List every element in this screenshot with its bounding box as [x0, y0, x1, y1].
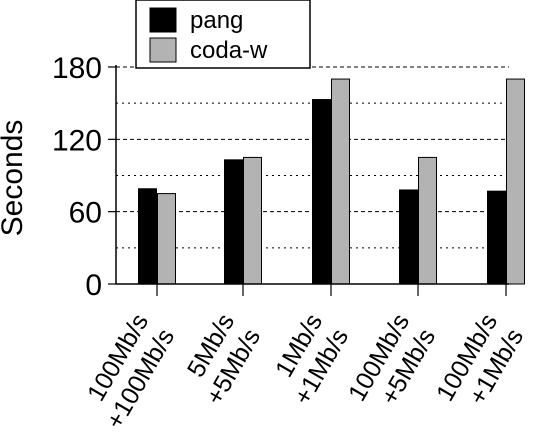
bar-pang-2: [312, 99, 331, 285]
bar-pang-4: [487, 190, 506, 285]
x-tick-labels: 100Mb/s+100Mb/s 5Mb/s+5Mb/s 1Mb/s+1Mb/s100…: [75, 309, 529, 434]
bar-pang-0: [138, 188, 157, 285]
bar-coda-w-4: [506, 78, 525, 285]
axes: [108, 65, 509, 296]
bar-coda-w-1: [243, 156, 262, 285]
y-tick-label-180: 180: [52, 52, 102, 85]
y-axis-title: Seconds: [0, 120, 29, 237]
y-tick-labels: 0 60 120 180: [52, 52, 102, 302]
bars: [138, 78, 525, 285]
x-tick-label-2: 1Mb/s+1Mb/s: [263, 309, 355, 410]
x-tick-label-4: 100Mb/s+1Mb/s: [431, 309, 529, 421]
x-tick-label-0: 100Mb/s+100Mb/s: [75, 309, 180, 434]
y-tick-label-60: 60: [69, 197, 102, 230]
x-tick-label-3: 100Mb/s+5Mb/s: [343, 309, 441, 421]
y-tick-label-120: 120: [52, 124, 102, 157]
legend-label-pang: pang: [190, 7, 243, 34]
legend: pang coda-w: [135, 0, 311, 69]
bar-pang-3: [399, 189, 418, 285]
legend-swatch-coda-w: [149, 37, 177, 63]
x-tick-label-1: 5Mb/s+5Mb/s: [175, 309, 267, 410]
legend-swatch-pang: [149, 7, 177, 33]
bar-pang-1: [224, 159, 243, 285]
y-tick-label-0: 0: [85, 269, 102, 302]
bar-coda-w-0: [157, 193, 176, 285]
bar-coda-w-3: [418, 156, 437, 285]
legend-label-coda-w: coda-w: [190, 37, 268, 64]
bar-coda-w-2: [331, 78, 350, 285]
